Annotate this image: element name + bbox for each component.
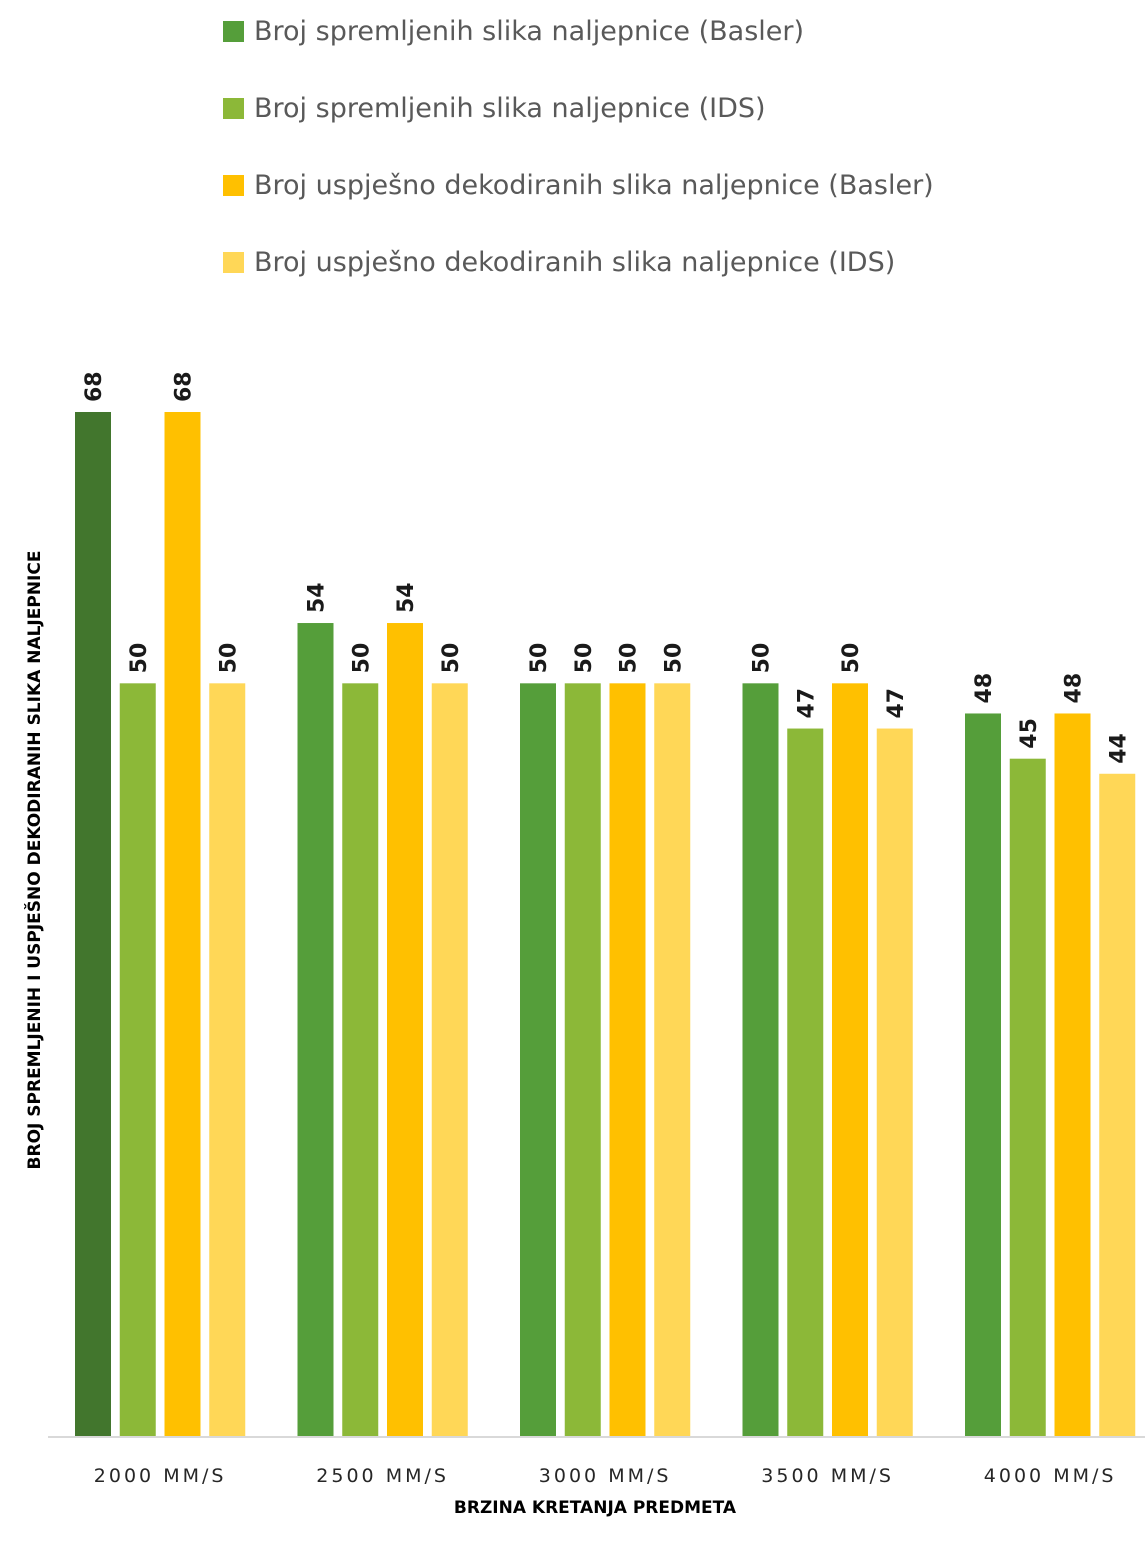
- bar: [75, 412, 111, 1437]
- bar: [609, 683, 646, 1437]
- bar: [965, 713, 1001, 1437]
- data-label: 54: [394, 582, 419, 613]
- x-tick-label: 2000 MM/S: [94, 1465, 227, 1487]
- legend-label: Broj uspješno dekodiranih slika naljepni…: [254, 170, 934, 201]
- data-label: 45: [1017, 718, 1042, 749]
- bar: [742, 683, 779, 1437]
- bar: [876, 728, 913, 1437]
- bar: [119, 683, 156, 1437]
- bar: [1009, 758, 1046, 1437]
- legend-label: Broj spremljenih slika naljepnice (Basle…: [254, 16, 804, 47]
- bars-group: [75, 412, 1136, 1437]
- legend-swatch: [223, 252, 244, 273]
- bar: [520, 683, 556, 1437]
- legend-item: Broj uspješno dekodiranih slika naljepni…: [223, 170, 934, 201]
- bar: [164, 412, 201, 1437]
- data-label: 47: [794, 688, 819, 719]
- data-label: 48: [972, 673, 997, 704]
- data-labels-group: 68 54 50 50 48 50 50 50 47 45 68 54 50 50 48 50 50 50 47 44: [82, 371, 1131, 763]
- data-label: 44: [1106, 733, 1131, 764]
- legend-label: Broj spremljenih slika naljepnice (IDS): [254, 93, 766, 124]
- legend-label: Broj uspješno dekodiranih slika naljepni…: [254, 247, 895, 278]
- x-tick-label: 3500 MM/S: [761, 1465, 894, 1487]
- x-axis-title: BRZINA KRETANJA PREDMETA: [454, 1498, 737, 1518]
- legend-swatch: [223, 21, 244, 42]
- bar: [564, 683, 601, 1437]
- bar: [431, 683, 468, 1437]
- bar: [297, 623, 334, 1437]
- data-label: 47: [884, 688, 909, 719]
- bar: [832, 683, 868, 1437]
- data-label: 50: [439, 643, 464, 674]
- bar: [787, 728, 824, 1437]
- bar: [209, 683, 246, 1437]
- bar: [654, 683, 691, 1437]
- bar: [342, 683, 379, 1437]
- bar: [1054, 713, 1091, 1437]
- legend-item: Broj uspješno dekodiranih slika naljepni…: [223, 247, 895, 278]
- y-axis-title: BROJ SPREMLJENIH I USPJEŠNO DEKODIRANIH …: [23, 551, 45, 1170]
- data-label: 68: [172, 371, 197, 402]
- legend-item: Broj spremljenih slika naljepnice (IDS): [223, 93, 766, 124]
- data-label: 50: [661, 643, 686, 674]
- data-label: 50: [127, 643, 152, 674]
- data-label: 50: [572, 643, 597, 674]
- x-tick-label: 3000 MM/S: [539, 1465, 672, 1487]
- data-label: 50: [527, 643, 552, 674]
- data-label: 54: [305, 582, 330, 613]
- data-label: 50: [349, 643, 374, 674]
- legend-swatch: [223, 175, 244, 196]
- legend-swatch: [223, 98, 244, 119]
- x-tick-label: 4000 MM/S: [984, 1465, 1117, 1487]
- data-label: 48: [1062, 673, 1087, 704]
- chart-legend: Broj spremljenih slika naljepnice (Basle…: [223, 16, 934, 278]
- data-label: 68: [82, 371, 107, 402]
- data-label: 50: [839, 643, 864, 674]
- data-label: 50: [617, 643, 642, 674]
- x-tick-label: 2500 MM/S: [316, 1465, 449, 1487]
- bar: [387, 623, 423, 1437]
- data-label: 50: [216, 643, 241, 674]
- x-axis-tick-labels: 2000 MM/S 2500 MM/S 3000 MM/S 3500 MM/S 4000…: [94, 1465, 1117, 1487]
- data-label: 50: [750, 643, 775, 674]
- legend-item: Broj spremljenih slika naljepnice (Basle…: [223, 16, 804, 47]
- bar: [1099, 773, 1136, 1437]
